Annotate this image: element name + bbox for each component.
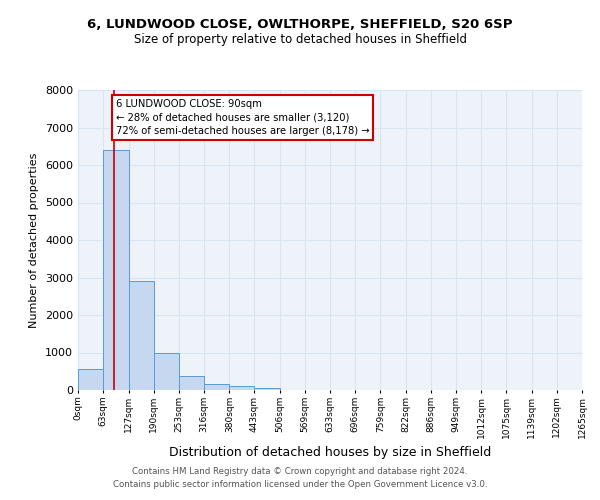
Bar [128, 281, 154, 390]
X-axis label: Distribution of detached houses by size in Sheffield: Distribution of detached houses by size … [169, 446, 491, 459]
Text: Size of property relative to detached houses in Sheffield: Size of property relative to detached ho… [133, 32, 467, 46]
Text: 6 LUNDWOOD CLOSE: 90sqm
← 28% of detached houses are smaller (3,120)
72% of semi: 6 LUNDWOOD CLOSE: 90sqm ← 28% of detache… [116, 100, 370, 136]
Bar [78, 369, 103, 390]
Bar [204, 384, 229, 390]
Text: Contains HM Land Registry data © Crown copyright and database right 2024.: Contains HM Land Registry data © Crown c… [132, 467, 468, 476]
Bar [103, 150, 128, 390]
Text: 6, LUNDWOOD CLOSE, OWLTHORPE, SHEFFIELD, S20 6SP: 6, LUNDWOOD CLOSE, OWLTHORPE, SHEFFIELD,… [87, 18, 513, 30]
Text: Contains public sector information licensed under the Open Government Licence v3: Contains public sector information licen… [113, 480, 487, 489]
Bar [154, 352, 179, 390]
Y-axis label: Number of detached properties: Number of detached properties [29, 152, 40, 328]
Bar [179, 376, 204, 390]
Bar [254, 388, 280, 390]
Bar [229, 386, 254, 390]
